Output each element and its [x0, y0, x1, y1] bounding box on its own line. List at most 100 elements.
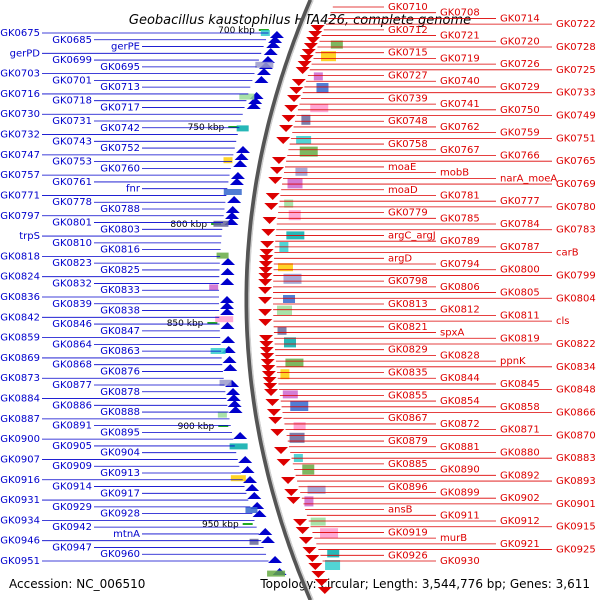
plus-strand-gene [291, 79, 306, 86]
plus-strand-gene [264, 203, 279, 210]
plus-strand-gene [262, 377, 277, 384]
gene-label: GK0828 [440, 350, 480, 361]
gene-label: GK0741 [440, 99, 480, 110]
gene-label: GK0740 [440, 76, 480, 87]
gene-label: argC_argJ [388, 230, 436, 241]
gene-label: GK0806 [440, 282, 480, 293]
gene-label: GK0794 [440, 259, 480, 270]
feature-block [219, 379, 232, 386]
feature-block [299, 146, 318, 157]
gene-label: GK0699 [52, 55, 92, 66]
minus-strand-labels: GK0675 GK0685 gerPE gerPD GK0699 GK0695 GK0703… [0, 28, 269, 567]
gene-label: GK0891 [52, 421, 92, 432]
minus-strand-gene [220, 322, 235, 329]
minus-strand-gene [230, 172, 245, 179]
plus-strand-gene [258, 287, 273, 294]
gene-label: carB [556, 248, 579, 259]
gene-label: GK0816 [100, 245, 140, 256]
gene-label: GK0720 [500, 36, 540, 47]
plus-strand-gene [281, 477, 296, 484]
plus-strand-gene [271, 157, 286, 164]
gene-label: GK0728 [556, 42, 596, 53]
gene-label: GK0917 [100, 488, 140, 499]
minus-strand-gene [268, 36, 283, 43]
gene-label: GK0858 [500, 402, 540, 413]
feature-block [215, 316, 234, 323]
feature-block [255, 61, 274, 68]
plus-strand-gene [266, 409, 281, 416]
gene-label: GK0743 [52, 136, 92, 147]
minus-strand-gene [240, 466, 255, 473]
gene-label: GK0868 [52, 360, 92, 371]
gene-label: GK0844 [440, 373, 480, 384]
plus-strand-gene [301, 49, 316, 56]
gene-label: GK0919 [388, 527, 428, 538]
minus-strand-gene [252, 510, 267, 517]
minus-strand-gene [254, 76, 269, 83]
gene-label: GK0914 [52, 482, 92, 493]
gene-label: GK0929 [52, 502, 92, 513]
gene-label: GK0789 [440, 236, 480, 247]
gene-label: GK0785 [440, 213, 480, 224]
gene-label: GK0761 [52, 177, 92, 188]
gene-label: GK0757 [0, 170, 40, 181]
gene-label: GK0888 [100, 407, 140, 418]
plus-strand-gene [317, 587, 332, 594]
feature-block [230, 475, 246, 482]
plus-strand-gene [303, 43, 318, 50]
gene-label: GK0877 [52, 380, 92, 391]
gene-label: GK0730 [0, 109, 40, 120]
plus-strand-gene [260, 353, 275, 360]
plus-strand-gene [302, 547, 317, 554]
gene-label: GK0832 [52, 278, 92, 289]
gene-label: GK0710 [388, 2, 428, 13]
minus-strand-gene [268, 556, 283, 563]
minus-strand-gene [233, 160, 248, 167]
feature-block [283, 295, 296, 303]
gene-label: murB [440, 533, 467, 544]
plus-strand-gene [260, 359, 275, 366]
plus-strand-gene [258, 273, 273, 280]
gene-label: GK0928 [100, 509, 140, 520]
minus-strand-gene [246, 102, 261, 109]
minus-strand-gene [220, 308, 235, 315]
gene-label: GK0749 [556, 111, 596, 122]
gene-label: GK0896 [388, 482, 428, 493]
feature-block [277, 263, 293, 272]
feature-block [327, 549, 340, 558]
feature-block [310, 517, 326, 526]
gene-label: GK0729 [500, 82, 540, 93]
plus-strand-labels: GK0710 GK0708 GK0714 GK0722 GK0712 GK0721 GK07… [273, 2, 596, 567]
scale-tick-label: 700 kbp [218, 26, 255, 36]
gene-label: GK0925 [556, 545, 596, 556]
gene-label: GK0747 [0, 150, 40, 161]
gene-label: GK0771 [0, 190, 40, 201]
feature-block [293, 422, 306, 431]
gene-label: GK0879 [388, 436, 428, 447]
gene-label: gerPD [10, 48, 41, 59]
plus-strand-gene [298, 537, 313, 544]
minus-strand-gene [226, 394, 241, 401]
minus-strand-gene [260, 56, 275, 63]
gene-label: GK0902 [500, 493, 540, 504]
gene-label: GK0869 [0, 353, 40, 364]
plus-strand-gene [308, 563, 323, 570]
plus-strand-gene [258, 261, 273, 268]
feature-block [296, 136, 312, 144]
gene-label: GK0715 [388, 48, 428, 59]
gene-label: GK0750 [500, 105, 540, 116]
gene-label: GK0731 [52, 116, 92, 127]
gene-label: GK0733 [556, 88, 596, 99]
gene-label: GK0767 [440, 145, 480, 156]
gene-label: GK0899 [440, 487, 480, 498]
gene-label: GK0753 [52, 157, 92, 168]
gene-label: GK0855 [388, 390, 428, 401]
gene-label: argD [388, 253, 412, 264]
gene-label: GK0766 [500, 150, 540, 161]
gene-label: GK0819 [500, 333, 540, 344]
gene-label: GK0873 [0, 373, 40, 384]
plus-strand-gene [293, 519, 308, 526]
minus-strand-gene [228, 406, 243, 413]
gene-label: GK0892 [500, 470, 540, 481]
